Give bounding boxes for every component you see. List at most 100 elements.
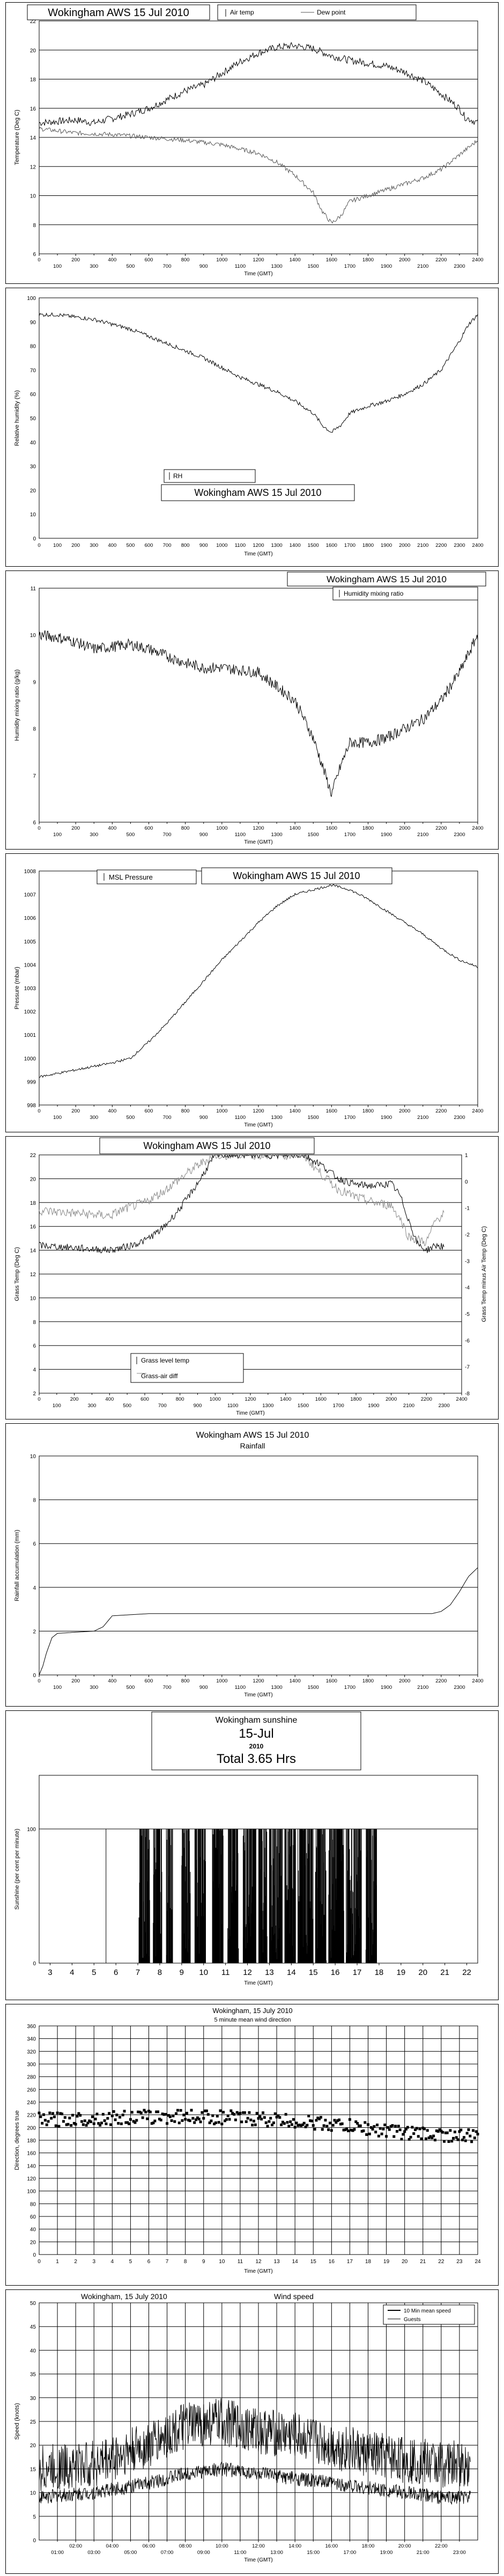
speed-legend-box [383,2304,475,2325]
direction-point [149,2110,152,2113]
direction-point [166,2122,169,2125]
direction-point [459,2128,463,2132]
speed-minor-tick-label-0: 01:00 [51,2550,64,2556]
direction-point [292,2118,295,2121]
direction-x-tick-label-18: 18 [365,2259,372,2265]
direction-point [42,2113,46,2116]
direction-point [260,2118,263,2121]
wind-direction-chart-panel: 0 20 40 60 80 100 120 140 160 180 200 220 240 260 280 3… [5,2004,499,2286]
grass-y-axis-label: Grass Temp (Deg C) [14,1247,20,1301]
pressure-legend-box [97,869,197,884]
direction-point [335,2121,338,2124]
mix-major-tick-label-11: 2200 [435,825,447,831]
direction-point [234,2118,237,2121]
speed-series-line-0 [39,2398,471,2491]
direction-point [100,2121,103,2125]
rh-left-tick-label-5: 50 [30,416,36,422]
direction-point [424,2137,427,2140]
direction-point [243,2111,246,2114]
direction-point [309,2119,312,2123]
direction-point [128,2122,131,2125]
rh-legend-label: RH [173,472,182,480]
mix-chart-title: Wokingham AWS 15 Jul 2010 [327,574,447,584]
direction-x-tick-label-4: 4 [111,2259,114,2265]
pressure-left-tick-label-3: 1001 [24,1033,36,1038]
pressure-major-tick-label-11: 2200 [435,1108,447,1114]
sunshine-x-tick-label-13: 16 [331,1968,340,1977]
direction-point [262,2111,265,2114]
pressure-major-tick-label-10: 2000 [399,1108,410,1114]
direction-point [251,2124,254,2127]
temp-major-tick-label-10: 2000 [399,257,410,263]
mix-left-tick-label-1: 7 [33,773,36,779]
direction-point [172,2114,175,2118]
direction-point [91,2115,94,2118]
direction-point [181,2119,184,2122]
direction-point [249,2118,253,2121]
temp-left-tick-label-0: 6 [33,252,36,258]
direction-point [244,2120,248,2123]
pressure-minor-tick-label-2: 500 [126,1115,135,1121]
direction-point [159,2118,162,2121]
grass-major-tick-label-1: 200 [70,1396,79,1402]
direction-point [388,2128,391,2131]
speed-chart-title-extra: Wind speed [274,2292,314,2301]
direction-point [38,2111,41,2114]
direction-point [228,2118,231,2121]
direction-point [392,2135,396,2138]
rh-minor-tick-label-6: 1300 [271,543,283,548]
sunshine-y-tick-label-0: 0 [33,1961,36,1967]
direction-point [257,2117,260,2120]
grass-legend-label-1: Grass-air diff [141,1372,178,1380]
pressure-y-axis-label: Pressure (mbar) [14,967,20,1009]
direction-point [246,2117,249,2120]
direction-point [362,2129,365,2132]
grass-left-tick-label-8: 18 [30,1201,36,1206]
grass-right-tick-label-9: 1 [465,1153,468,1159]
direction-x-tick-label-9: 9 [202,2259,205,2265]
sunshine-bar-group-16 [365,1829,377,1963]
direction-point [269,2117,272,2120]
sunshine-x-tick-label-8: 11 [221,1968,230,1977]
grass-minor-tick-label-8: 1700 [333,1403,344,1409]
sunshine-x-tick-label-15: 18 [375,1968,384,1977]
rain-minor-tick-label-2: 500 [126,1685,135,1690]
direction-point [300,2124,303,2127]
direction-point [70,2124,73,2127]
direction-point [214,2121,217,2124]
direction-point [85,2124,88,2127]
sunshine-x-tick-label-4: 7 [136,1968,140,1977]
temp-chart-title: Wokingham AWS 15 Jul 2010 [48,7,189,19]
direction-point [415,2127,418,2130]
pressure-major-tick-label-8: 1600 [326,1108,337,1114]
direction-point [301,2123,304,2126]
direction-point [61,2112,64,2116]
direction-x-tick-label-8: 8 [184,2259,187,2265]
direction-point [158,2118,161,2121]
direction-point [446,2131,449,2134]
speed-y-tick-label-6: 30 [30,2396,36,2402]
temp-major-tick-label-12: 2400 [472,257,483,263]
direction-point [447,2140,450,2143]
rh-legend-box [164,469,256,483]
rain-left-tick-label-2: 4 [33,1585,36,1591]
direction-point [239,2112,242,2115]
direction-point [57,2125,61,2128]
speed-y-tick-label-3: 15 [30,2467,36,2472]
direction-point [77,2112,80,2115]
rain-major-tick-label-12: 2400 [472,1678,483,1684]
mix-major-tick-label-10: 2000 [399,825,410,831]
direction-point [226,2114,229,2117]
sunshine-x-tick-label-10: 13 [265,1968,274,1977]
direction-point [465,2132,469,2135]
direction-point [398,2128,402,2132]
direction-point [186,2112,189,2115]
grass-major-tick-label-10: 2000 [386,1396,397,1402]
mix-major-tick-label-8: 1600 [326,825,337,831]
direction-point [298,2124,301,2127]
direction-point [423,2127,426,2131]
temp-legend-dew-point: Dew point [317,9,346,16]
direction-point [403,2130,406,2133]
direction-point [182,2113,186,2117]
direction-point [197,2118,201,2121]
